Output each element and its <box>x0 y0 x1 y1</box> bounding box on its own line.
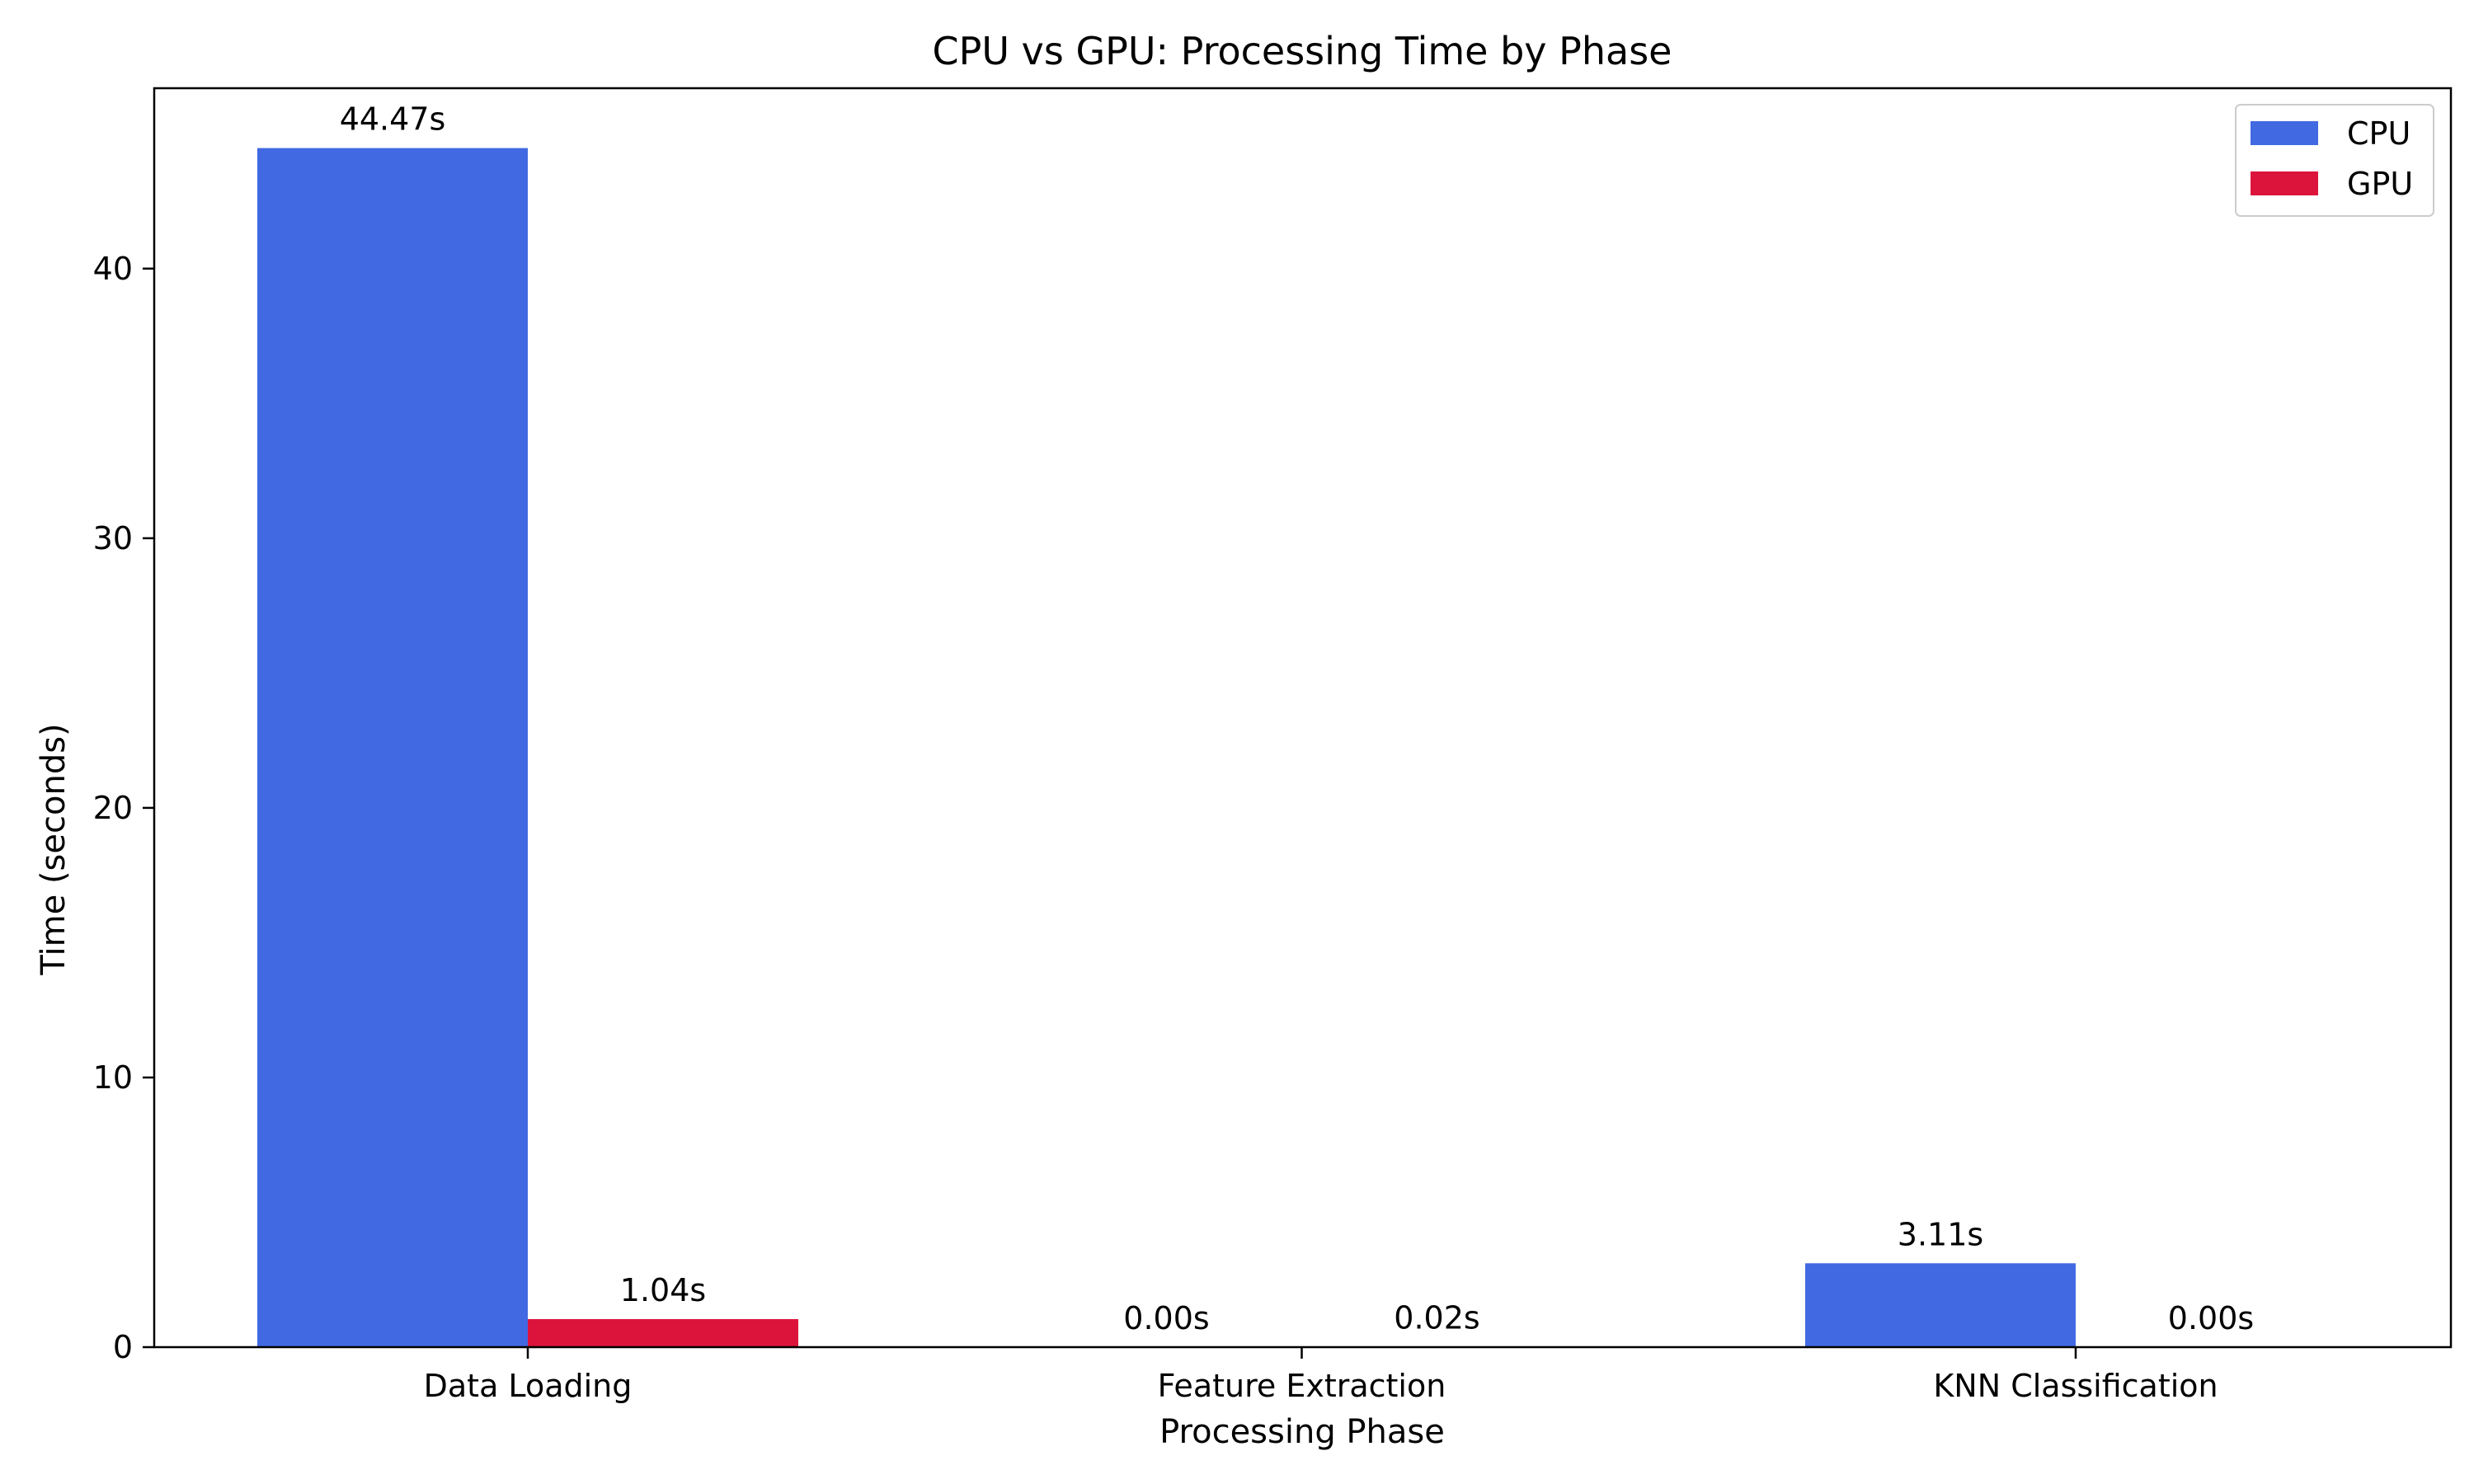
y-axis-label: Time (seconds) <box>35 723 73 975</box>
data-labels-layer: 44.47s 0.00s 3.11s 1.04s 0.02s 0.00s <box>340 101 2255 1336</box>
legend-label-cpu: CPU <box>2347 115 2411 152</box>
data-label-cpu-3: 3.11s <box>1898 1216 1983 1252</box>
bar-gpu-1 <box>528 1318 798 1347</box>
y-tick-label: 20 <box>93 790 133 826</box>
data-label-cpu-1: 44.47s <box>340 101 446 138</box>
x-axis-label: Processing Phase <box>1159 1413 1445 1451</box>
data-label-gpu-3: 0.00s <box>2168 1300 2254 1336</box>
data-label-gpu-2: 0.02s <box>1394 1299 1479 1336</box>
y-tick-label: 0 <box>113 1329 133 1365</box>
y-tick-label: 40 <box>93 251 133 287</box>
x-tick-label: Feature Extraction <box>1158 1368 1446 1404</box>
data-label-cpu-2: 0.00s <box>1123 1300 1209 1336</box>
bars-layer <box>257 148 2076 1348</box>
data-label-gpu-1: 1.04s <box>620 1272 706 1308</box>
bar-cpu-3 <box>1805 1263 2076 1347</box>
x-tick-label: Data Loading <box>424 1368 633 1404</box>
y-tick-label: 30 <box>93 520 133 556</box>
legend: CPU GPU <box>2235 104 2434 217</box>
y-axis: 0 10 20 30 40 <box>93 251 154 1365</box>
chart-title: CPU vs GPU: Processing Time by Phase <box>933 29 1672 73</box>
legend-swatch-cpu <box>2251 121 2318 145</box>
y-tick-label: 10 <box>93 1059 133 1096</box>
x-axis: Data Loading Feature Extraction KNN Classi… <box>424 1347 2218 1404</box>
legend-label-gpu: GPU <box>2347 166 2413 202</box>
bar-cpu-1 <box>257 148 528 1348</box>
x-tick-label: KNN Classification <box>1933 1368 2218 1404</box>
legend-swatch-gpu <box>2251 171 2318 195</box>
